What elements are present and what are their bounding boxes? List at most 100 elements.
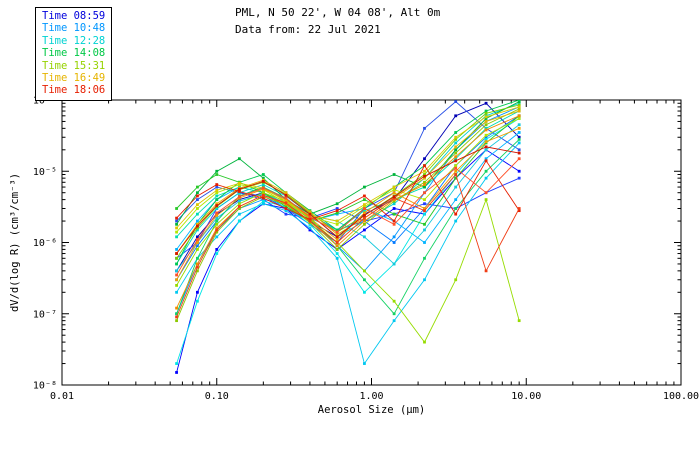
series-marker [215, 188, 219, 192]
series-marker [517, 137, 521, 141]
series-marker [196, 226, 199, 230]
y-tick-label: 10⁻⁶ [33, 238, 57, 249]
series-marker [423, 176, 426, 180]
series-marker [196, 256, 199, 260]
series-marker [454, 176, 458, 180]
series-marker [308, 212, 312, 216]
series-marker [517, 319, 521, 323]
legend-entry: Time 15:31 [42, 59, 106, 72]
series-marker [196, 241, 199, 244]
series-marker [175, 362, 178, 365]
series-marker [335, 207, 339, 210]
series-line [176, 158, 520, 276]
series-marker [392, 198, 396, 202]
series-marker [261, 191, 265, 195]
series-marker [454, 212, 458, 216]
series-marker [517, 176, 521, 180]
series-marker [363, 222, 366, 226]
series-marker [392, 219, 396, 223]
series-marker [454, 148, 458, 152]
series-marker [484, 117, 488, 120]
series-marker [423, 241, 426, 244]
series-marker [363, 235, 366, 239]
series-marker [484, 176, 488, 180]
x-tick-label: 0.01 [50, 391, 74, 402]
series-marker [284, 199, 288, 203]
series-marker [308, 226, 312, 230]
series-marker [517, 209, 521, 213]
series-marker [517, 123, 521, 127]
series-line [176, 115, 520, 225]
series-marker [484, 159, 488, 163]
series-marker [196, 228, 199, 232]
series-marker [308, 228, 312, 232]
series-marker [423, 174, 426, 178]
series-marker [237, 196, 241, 200]
series-marker [454, 114, 458, 118]
series-marker [215, 211, 219, 215]
series-marker [392, 212, 396, 216]
series-marker [215, 226, 219, 230]
series-marker [175, 252, 178, 255]
series-marker [335, 235, 339, 239]
series-line [176, 146, 520, 254]
series-marker [308, 221, 312, 225]
series-marker [484, 133, 488, 137]
series-marker [215, 230, 219, 234]
series-marker [363, 194, 366, 198]
series-marker [423, 164, 426, 168]
series-marker [196, 194, 199, 198]
series-marker [335, 228, 339, 232]
series-marker [392, 195, 396, 199]
series-marker [196, 248, 199, 251]
series-marker [454, 137, 458, 141]
series-marker [454, 135, 458, 139]
series-marker [363, 214, 366, 217]
series-marker [196, 262, 199, 266]
series-marker [175, 230, 178, 234]
series-marker [308, 215, 312, 219]
series-marker [423, 191, 426, 195]
series-marker [454, 100, 458, 103]
series-marker [423, 207, 426, 210]
plot-box [61, 99, 682, 386]
series-marker [175, 262, 178, 266]
series-marker [308, 210, 312, 214]
series-line [176, 192, 520, 343]
series-marker [196, 244, 199, 248]
series-marker [363, 205, 366, 208]
series-marker [517, 107, 521, 111]
series-marker [196, 290, 199, 294]
series-marker [392, 241, 396, 244]
series-marker [237, 195, 241, 199]
series-marker [196, 238, 199, 241]
series-line [176, 127, 520, 281]
y-axis-label: dV/d(log R) (cm³/cm⁻³) [9, 173, 21, 312]
series-marker [335, 244, 339, 248]
series-marker [363, 219, 366, 223]
series-marker [215, 169, 219, 173]
series-marker [335, 256, 339, 260]
series-marker [423, 222, 426, 226]
series-marker [196, 185, 199, 189]
series-marker [284, 198, 288, 202]
series-marker [392, 173, 396, 176]
series-marker [517, 114, 521, 118]
series-marker [335, 230, 339, 234]
series-marker [392, 199, 396, 203]
series-marker [484, 140, 488, 144]
series-marker [423, 278, 426, 282]
series-line [176, 115, 520, 309]
series-marker [517, 101, 521, 105]
series-marker [484, 109, 488, 113]
series-marker [284, 201, 288, 205]
series-marker [392, 319, 396, 323]
series-marker [454, 141, 458, 145]
series-marker [261, 199, 265, 203]
y-tick-label: 10⁻⁸ [33, 381, 57, 392]
series-marker [517, 151, 521, 155]
series-marker [335, 241, 339, 244]
series-marker [517, 109, 521, 113]
series-marker [261, 198, 265, 202]
